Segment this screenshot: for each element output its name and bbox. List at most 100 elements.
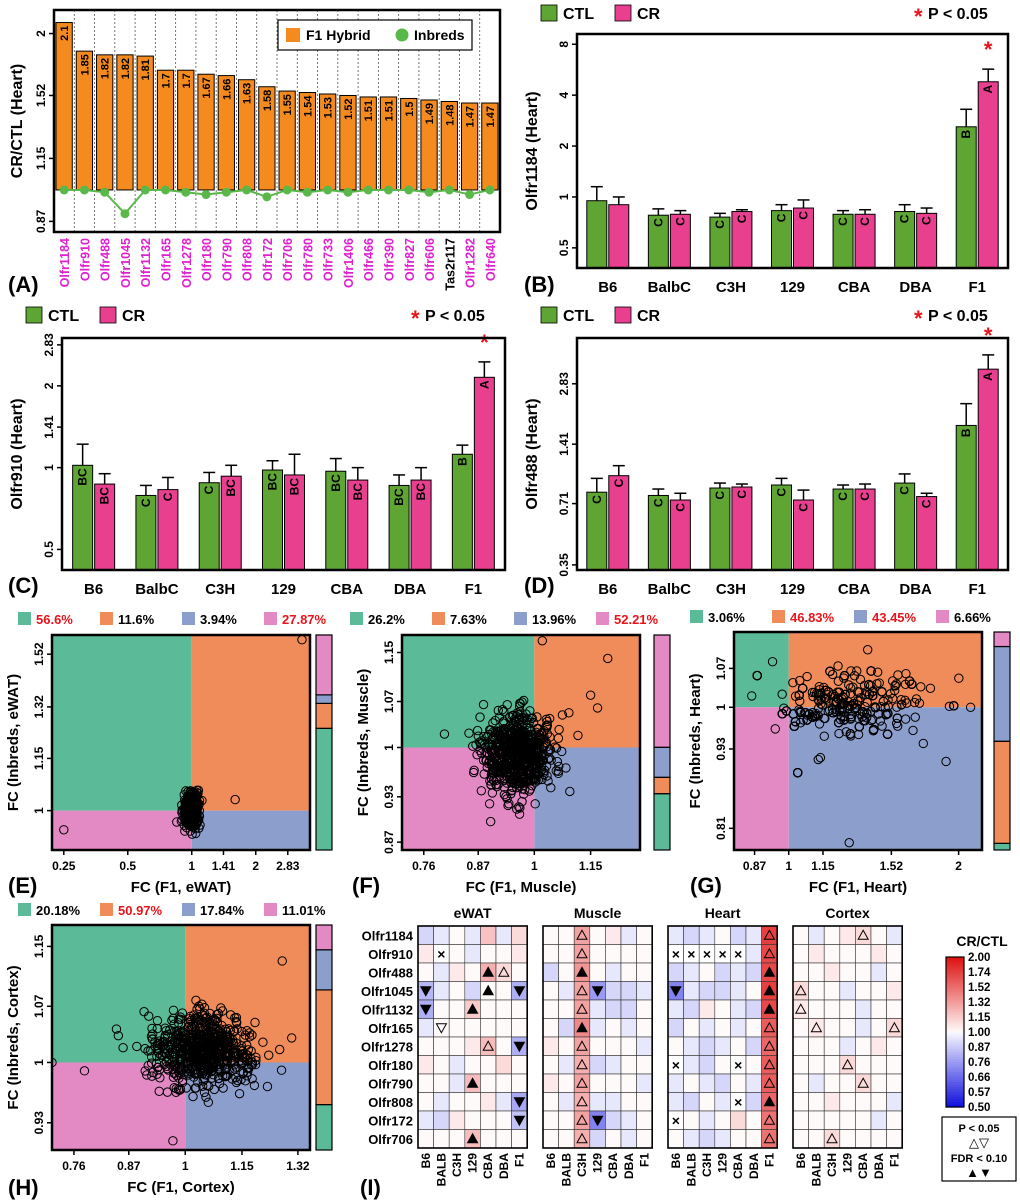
point [885, 689, 896, 699]
x-tick-label: Olfr827 [403, 238, 417, 281]
point [184, 798, 194, 808]
point [191, 995, 201, 1006]
point [247, 1030, 257, 1040]
heatmap-cell [417, 1018, 434, 1038]
heatmap-cell [792, 1018, 809, 1038]
bar-ctl [955, 126, 977, 269]
point [192, 1045, 202, 1056]
x-tick-label: 1.32 [286, 1159, 310, 1173]
heatmap-cell [542, 1036, 559, 1056]
heatmap-cell [636, 1129, 653, 1149]
column-label: DBA [872, 1153, 886, 1179]
point [508, 777, 518, 788]
point [174, 1014, 184, 1024]
significance-letter: C [673, 217, 687, 226]
point [603, 653, 613, 664]
point [904, 676, 915, 686]
point [519, 695, 529, 706]
point [188, 809, 199, 820]
column-label: F1 [762, 1153, 776, 1167]
colorbar-segment [946, 967, 964, 971]
heatmap-cell [698, 1110, 716, 1130]
point [747, 691, 757, 701]
point [941, 756, 951, 767]
point [515, 746, 525, 756]
point [172, 1028, 183, 1039]
colorbar-segment [946, 1007, 964, 1011]
point [502, 700, 512, 710]
point [485, 816, 496, 827]
point [491, 742, 501, 752]
point [532, 740, 542, 750]
point [194, 796, 205, 806]
x-tick-label: Olfr165 [160, 238, 174, 281]
heatmap-cell [683, 1110, 700, 1130]
heatmap-cell [823, 1036, 841, 1056]
heatmap-cell [808, 944, 825, 964]
point [828, 708, 838, 718]
bar-value-label: 1.67 [201, 77, 213, 98]
pvalue-triangle [576, 947, 588, 959]
heatmap-cell [417, 1092, 434, 1112]
colorbar-frame [945, 956, 965, 1108]
significance-letter: BC [288, 478, 302, 496]
point [262, 1081, 273, 1092]
point [222, 1032, 233, 1043]
fdr-triangle [513, 1041, 526, 1053]
point [767, 656, 778, 667]
colorbar-segment [946, 1062, 964, 1066]
significance-letter: C [651, 218, 665, 227]
point [471, 740, 481, 750]
colorbar-tick-label: 0.87 [968, 1042, 990, 1054]
bar-value-label: 1.47 [485, 106, 497, 127]
point [521, 740, 531, 750]
point [552, 756, 563, 767]
heatmap-cell [589, 1092, 606, 1112]
point [493, 739, 504, 750]
heatmap-cell [448, 925, 466, 945]
point [844, 837, 854, 848]
legend-swatch [18, 612, 31, 625]
legend-label-cr: CR [637, 308, 661, 325]
heatmap-cell [714, 999, 731, 1019]
point [502, 794, 512, 804]
heatmap-cell [823, 1018, 841, 1038]
heatmap-cell [542, 925, 559, 945]
column-label: CBA [481, 1153, 495, 1179]
point [486, 774, 497, 784]
point [481, 747, 491, 758]
significance-letter: BC [76, 468, 90, 486]
colorbar-segment [946, 1039, 964, 1043]
point [175, 1043, 186, 1054]
legend-percent: 11.6% [118, 612, 155, 627]
colorbar-segment [946, 974, 964, 978]
panel-frame [400, 633, 642, 852]
heatmap-cell [495, 981, 512, 1001]
heatmap-cell [683, 981, 700, 1001]
x-tick-label: F1 [968, 279, 986, 296]
y-tick-label: 0.93 [32, 1111, 46, 1135]
heatmap-cell [870, 925, 887, 945]
heatmap-cell [855, 962, 872, 982]
point [501, 791, 511, 802]
y-tick-label: 8 [557, 41, 571, 48]
colorbar-segment [946, 1067, 964, 1071]
point [527, 775, 537, 786]
heatmap-cell [433, 1018, 450, 1038]
key-pvalue-label: P < 0.05 [958, 1123, 999, 1135]
point [247, 1074, 257, 1084]
point [240, 1052, 250, 1063]
heatmap-cell [698, 925, 716, 945]
point [833, 693, 843, 703]
y-axis-label: Olfr910 (Heart) [9, 398, 26, 509]
heatmap-cell [855, 1129, 872, 1149]
point [532, 712, 542, 722]
heatmap-cell [448, 999, 466, 1019]
point [207, 1043, 217, 1053]
point [163, 1040, 173, 1051]
panel-e: 0.25 0.5 1 1.41 2 2.83 1 1.15 1.32 1.52 FC (F1, eW… [5, 612, 333, 896]
x-tick-label: Olfr808 [241, 238, 255, 281]
inbred-point [201, 190, 211, 200]
point [860, 715, 870, 726]
point [790, 717, 801, 727]
